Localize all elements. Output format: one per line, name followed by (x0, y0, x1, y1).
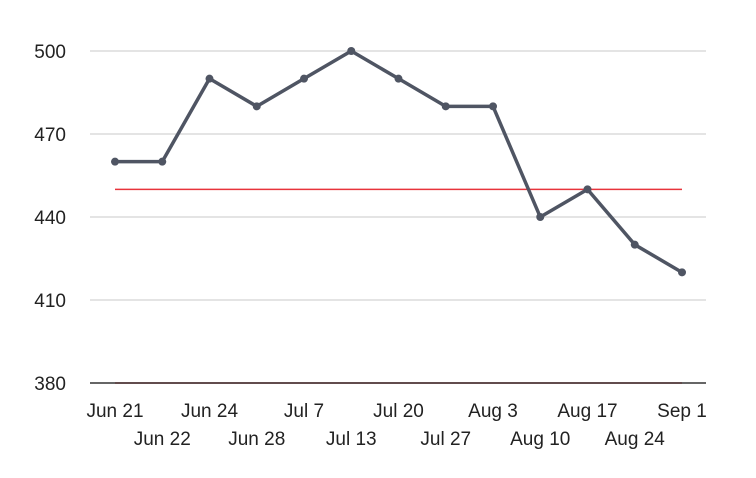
y-axis: 380 410 440 470 500 (34, 42, 66, 395)
data-point (205, 74, 214, 83)
data-point (347, 47, 356, 55)
data-point (394, 74, 403, 83)
data-point (252, 102, 261, 111)
data-point (489, 102, 497, 111)
x-tick-label: Jul 13 (326, 429, 377, 450)
data-point (300, 74, 308, 83)
x-tick-label: Aug 3 (468, 401, 518, 422)
data-point (158, 157, 167, 166)
x-tick-label: Sep 1 (657, 401, 707, 422)
x-tick-label: Jun 21 (86, 401, 143, 422)
reference-lines (115, 188, 682, 384)
gridlines (90, 50, 706, 301)
x-tick-label: Jul 20 (373, 401, 424, 422)
x-tick-label: Jun 24 (181, 401, 238, 422)
x-tick-label: Aug 17 (557, 401, 617, 422)
data-point (441, 102, 450, 111)
y-tick-label: 380 (34, 374, 66, 395)
data-point (678, 268, 686, 277)
x-tick-label: Aug 10 (510, 429, 570, 450)
x-tick-label: Jun 22 (134, 429, 191, 450)
series-line (113, 49, 684, 275)
y-tick-label: 470 (34, 125, 66, 146)
data-point (630, 240, 639, 249)
data-point (583, 185, 592, 194)
data-point (536, 213, 545, 221)
x-tick-label: Jul 27 (420, 429, 471, 450)
data-point (111, 157, 119, 166)
x-tick-label: Aug 24 (605, 429, 666, 450)
x-tick-label: Jun 28 (228, 429, 285, 450)
y-tick-label: 410 (34, 291, 66, 312)
y-tick-label: 500 (34, 42, 66, 63)
series-group (111, 47, 686, 277)
x-tick-label: Jul 7 (284, 401, 324, 422)
y-tick-label: 440 (34, 208, 66, 229)
